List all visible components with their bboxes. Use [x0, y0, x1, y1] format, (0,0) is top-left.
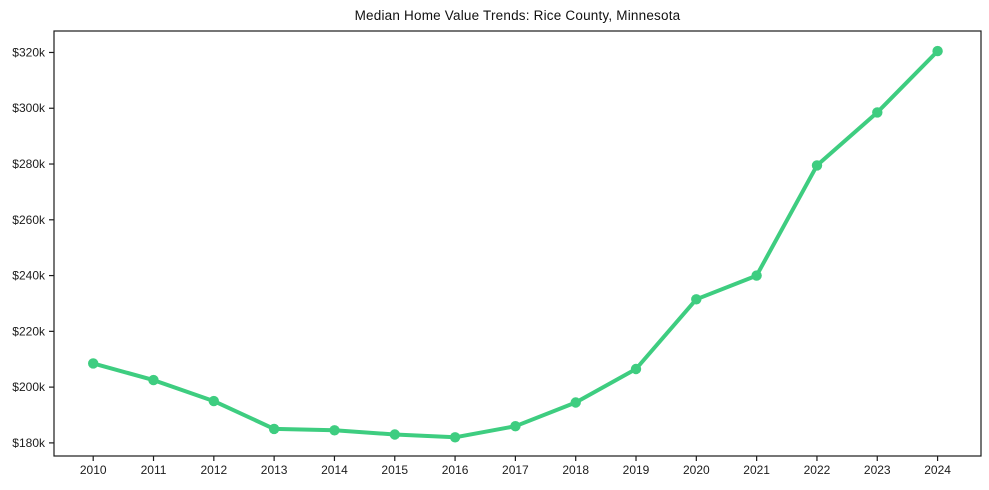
chart-title: Median Home Value Trends: Rice County, M… [354, 8, 681, 23]
data-point-2017 [510, 421, 521, 432]
y-tick-label: $320k [12, 45, 46, 59]
data-point-2012 [208, 395, 219, 407]
y-tick-label: $300k [12, 101, 46, 115]
data-point-2021 [751, 270, 762, 281]
x-tick-label: 2022 [804, 463, 831, 477]
plot-border [53, 30, 982, 457]
data-point-2010 [88, 358, 99, 369]
trend-line [91, 49, 940, 440]
x-tick-label: 2024 [924, 463, 951, 477]
data-point-2024 [932, 45, 943, 57]
data-point-2018 [570, 397, 581, 408]
x-tick-label: 2014 [321, 463, 348, 477]
y-tick-label: $200k [12, 380, 46, 394]
data-point-2016 [449, 432, 461, 443]
data-point-2020 [691, 294, 702, 305]
x-tick-label: 2019 [623, 463, 650, 477]
x-tick-label: 2013 [261, 463, 288, 477]
y-tick-label: $180k [12, 436, 46, 450]
x-tick-label: 2020 [683, 463, 710, 477]
x-tick-label: 2016 [442, 463, 469, 477]
data-point-2014 [329, 425, 340, 436]
x-tick-label: 2017 [502, 463, 529, 477]
data-point-2015 [389, 429, 400, 440]
x-tick-label: 2010 [80, 463, 107, 477]
y-tick-label: $240k [12, 269, 46, 283]
data-point-2019 [630, 363, 642, 375]
x-tick-label: 2023 [864, 463, 891, 477]
data-point-2013 [268, 423, 280, 435]
data-point-2023 [872, 107, 883, 118]
y-tick-label: $260k [12, 213, 46, 227]
data-point-2011 [148, 374, 159, 386]
y-tick-label: $280k [12, 157, 46, 171]
x-tick-label: 2011 [141, 463, 167, 477]
y-tick-label: $220k [12, 324, 46, 338]
x-tick-label: 2021 [743, 463, 770, 477]
data-point-2022 [811, 160, 823, 171]
x-tick-label: 2015 [381, 463, 408, 477]
x-tick-label: 2018 [562, 463, 589, 477]
x-tick-label: 2012 [200, 463, 227, 477]
